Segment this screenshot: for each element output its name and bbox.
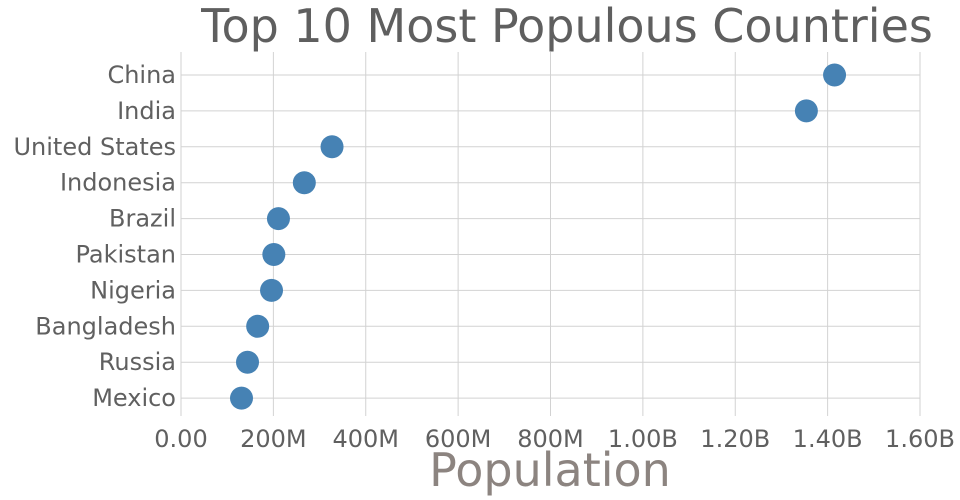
y-tick-label: Bangladesh (35, 312, 176, 340)
x-tick-label: 200M (240, 425, 307, 453)
x-tick-label: 600M (425, 425, 492, 453)
grid-lines (180, 52, 921, 416)
y-tick-label: Brazil (109, 205, 176, 233)
x-tick-label: 800M (517, 425, 584, 453)
x-tick-label: 0.00 (154, 425, 207, 453)
data-point (246, 314, 270, 338)
y-tick-label: Nigeria (90, 276, 176, 304)
data-point (320, 135, 344, 159)
x-tick-label: 1.20B (700, 425, 770, 453)
data-point (236, 350, 260, 374)
data-point (292, 171, 316, 195)
chart-title: Top 10 Most Populous Countries (200, 0, 933, 53)
x-tick-label: 400M (332, 425, 399, 453)
x-tick-label: 1.40B (793, 425, 863, 453)
x-tick-label: 1.60B (885, 425, 955, 453)
data-point (823, 63, 847, 87)
y-axis-tick-labels: China India United States Indonesia Brazil Pa… (13, 61, 176, 412)
x-tick-label: 1.00B (608, 425, 678, 453)
y-tick-label: India (117, 97, 176, 125)
x-axis-title: Population (429, 443, 671, 497)
data-point (262, 243, 286, 266)
data-points (230, 63, 847, 410)
x-axis-tick-labels: 0.00 200M 400M 600M 800M 1.00B 1.20B 1.40B 1.60B (154, 425, 955, 453)
data-point (230, 386, 254, 410)
y-tick-label: Mexico (92, 384, 176, 412)
data-point (794, 99, 818, 123)
y-tick-label: Pakistan (76, 241, 177, 269)
y-tick-label: China (107, 61, 176, 89)
y-tick-label: United States (13, 133, 176, 161)
y-tick-label: Indonesia (60, 169, 176, 197)
y-tick-label: Russia (99, 348, 176, 376)
data-point (260, 278, 284, 302)
data-point (266, 207, 290, 231)
